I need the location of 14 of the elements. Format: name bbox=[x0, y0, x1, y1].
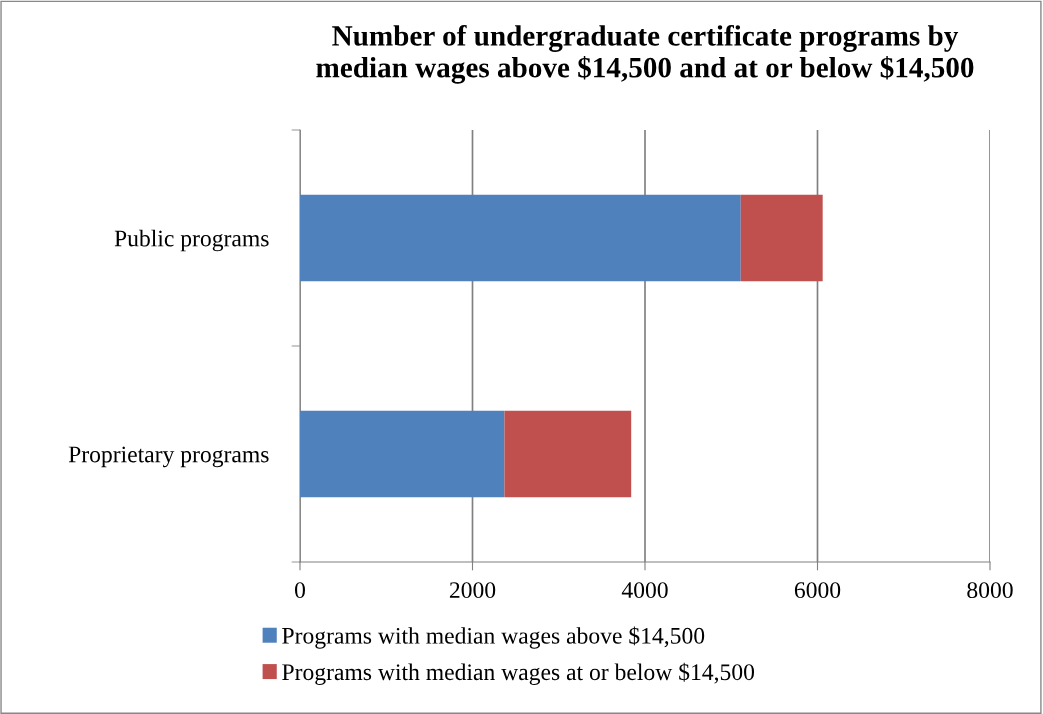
bar bbox=[300, 410, 505, 498]
y-tick-label: Public programs bbox=[114, 229, 269, 252]
bar bbox=[300, 194, 741, 282]
x-tick-label: 2000 bbox=[449, 582, 496, 599]
x-tick-label: 0 bbox=[295, 582, 305, 599]
y-tick-label: Proprietary programs bbox=[68, 446, 269, 468]
bar bbox=[740, 194, 823, 282]
legend-label: Programs with median wages above $14,500 bbox=[282, 626, 705, 649]
x-tick-label: 8000 bbox=[967, 582, 1013, 599]
bar bbox=[504, 410, 632, 498]
x-tick-label: 6000 bbox=[794, 582, 841, 599]
chart-title: Number of undergraduate certificate programs by median wages above $14,500 and at or below $14,500 bbox=[316, 24, 974, 84]
legend-label: Programs with median wages at or below $14,500 bbox=[282, 662, 755, 685]
x-tick-label: 4000 bbox=[621, 582, 668, 599]
